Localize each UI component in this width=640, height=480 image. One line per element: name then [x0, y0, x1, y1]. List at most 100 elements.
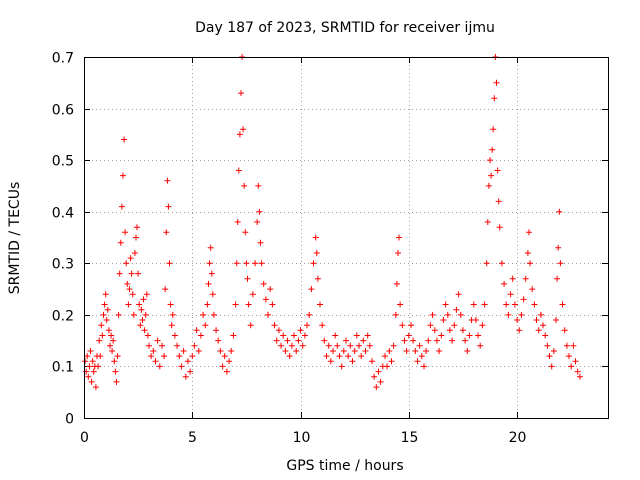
- data-point: [427, 322, 434, 329]
- data-point: [223, 368, 230, 375]
- data-point: [314, 275, 321, 282]
- data-point: [308, 286, 315, 293]
- data-point: [148, 353, 155, 360]
- data-point: [139, 317, 146, 323]
- data-point: [206, 260, 213, 267]
- data-point: [425, 337, 432, 344]
- data-point: [336, 353, 343, 360]
- data-point: [574, 368, 581, 375]
- data-point: [489, 146, 496, 153]
- data-point: [217, 348, 224, 354]
- data-point: [143, 291, 150, 298]
- data-point: [491, 95, 498, 102]
- data-point: [159, 342, 165, 349]
- data-point: [271, 322, 278, 329]
- data-point: [544, 342, 551, 349]
- data-point: [244, 275, 251, 282]
- data-point: [566, 353, 572, 360]
- data-point: [412, 348, 419, 354]
- data-point: [340, 348, 347, 354]
- data-point: [377, 378, 384, 385]
- data-point: [134, 224, 140, 231]
- data-point: [252, 260, 259, 267]
- chart-title: Day 187 of 2023, SRMTID for receiver ijm…: [195, 20, 495, 36]
- data-point: [533, 317, 540, 323]
- data-point: [568, 363, 575, 370]
- data-point: [238, 90, 244, 97]
- data-point: [131, 250, 138, 256]
- data-point: [166, 260, 173, 267]
- data-point: [414, 358, 421, 365]
- data-point: [386, 348, 393, 354]
- data-point: [112, 368, 119, 375]
- data-point: [343, 337, 349, 344]
- data-point: [176, 353, 183, 360]
- data-point: [416, 342, 423, 349]
- data-point: [484, 219, 491, 225]
- data-point: [165, 203, 172, 210]
- data-point: [127, 255, 134, 262]
- data-point: [125, 301, 132, 308]
- data-point: [540, 322, 546, 329]
- data-point: [136, 301, 143, 308]
- data-point: [269, 301, 276, 308]
- data-point: [542, 332, 549, 339]
- data-point: [280, 332, 287, 339]
- data-point: [479, 322, 486, 329]
- data-point: [193, 327, 200, 334]
- data-point: [103, 317, 110, 323]
- data-point: [334, 342, 341, 349]
- data-point: [168, 322, 175, 329]
- data-point: [241, 182, 248, 189]
- data-point: [475, 332, 482, 339]
- data-point: [299, 342, 306, 349]
- data-point: [123, 260, 130, 267]
- data-point: [561, 327, 568, 334]
- data-point: [531, 301, 538, 308]
- data-point: [375, 368, 382, 375]
- data-point: [455, 291, 462, 298]
- data-point: [254, 219, 261, 225]
- data-point: [520, 296, 527, 303]
- data-point: [208, 270, 215, 277]
- y-tick-label: 0: [65, 412, 74, 428]
- data-point: [152, 358, 159, 365]
- data-point: [84, 353, 91, 360]
- data-point: [397, 301, 404, 308]
- data-point: [174, 342, 181, 349]
- data-point: [498, 260, 505, 267]
- data-point: [85, 373, 92, 380]
- data-point: [154, 337, 161, 344]
- data-point: [245, 301, 252, 308]
- x-axis-label: GPS time / hours: [286, 458, 403, 474]
- grid: [84, 57, 608, 418]
- data-point: [548, 363, 555, 370]
- data-point: [295, 337, 302, 344]
- x-tick-label: 10: [293, 430, 311, 446]
- data-point: [310, 260, 317, 267]
- data-point: [364, 332, 371, 339]
- data-point: [171, 332, 178, 339]
- data-point: [477, 342, 484, 349]
- data-point: [401, 337, 408, 344]
- data-point: [144, 332, 151, 339]
- y-axis-label: SRMTID / TECUs: [7, 182, 23, 295]
- data-point: [113, 378, 120, 385]
- data-point: [418, 353, 425, 360]
- data-point: [396, 234, 402, 241]
- data-point: [137, 322, 144, 329]
- data-point: [88, 378, 95, 385]
- data-point: [423, 348, 430, 354]
- data-point: [503, 301, 510, 308]
- data-point: [89, 358, 96, 365]
- data-point: [118, 203, 125, 210]
- data-point: [362, 348, 369, 354]
- data-point: [111, 358, 118, 365]
- data-point: [356, 342, 362, 349]
- data-point: [161, 353, 168, 360]
- data-point: [436, 348, 443, 354]
- data-point: [516, 327, 523, 334]
- data-point: [291, 332, 297, 339]
- data-point: [572, 358, 579, 365]
- data-point: [95, 363, 102, 370]
